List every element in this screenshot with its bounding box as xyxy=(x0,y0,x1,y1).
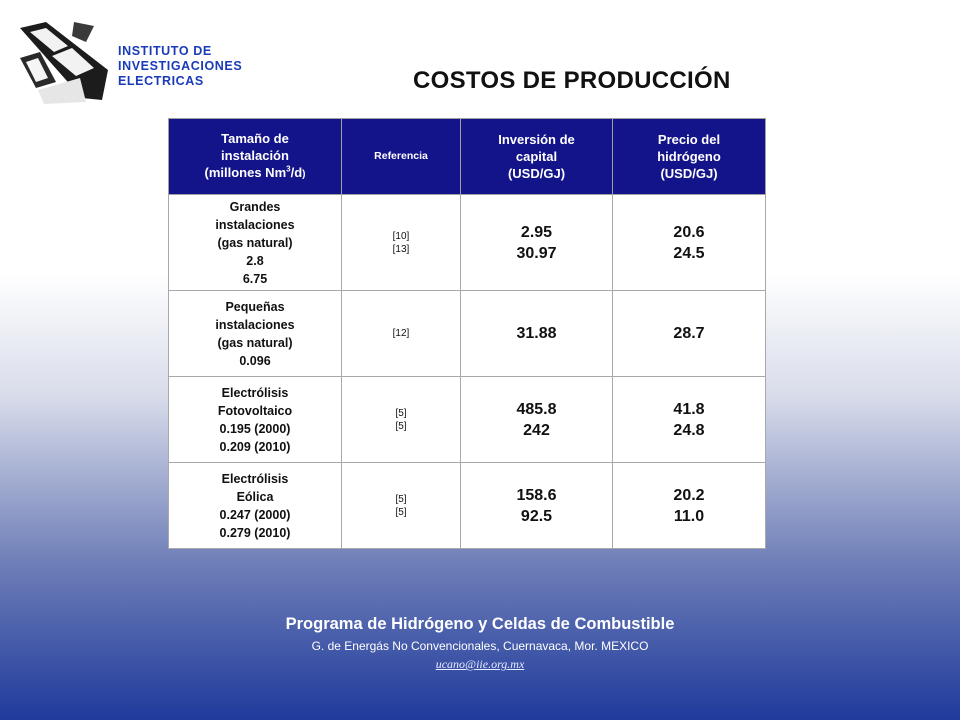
cell-text: 0.247 (2000) xyxy=(219,507,291,522)
program-name: Programa de Hidrógeno y Celdas de Combus… xyxy=(285,615,675,633)
institute-name: INSTITUTO DE INVESTIGACIONES ELECTRICAS xyxy=(118,44,242,89)
cell-text: [5] xyxy=(395,493,407,505)
department-line: G. de Energás No Convencionales, Cuernav… xyxy=(311,639,649,653)
cell-reference: [5] [5] xyxy=(341,376,461,463)
header-text: Tamaño de xyxy=(221,131,289,146)
header-text: capital xyxy=(515,149,558,164)
table-header-row: Tamaño de instalación (millones Nm3/d) R… xyxy=(168,118,766,195)
cell-text: 92.5 xyxy=(520,507,553,525)
cell-text: 30.97 xyxy=(516,244,557,262)
cell-price: 20.2 11.0 xyxy=(612,462,766,549)
cell-size: Electrólisis Fotovoltaico 0.195 (2000) 0… xyxy=(168,376,342,463)
table-row: Grandes instalaciones (gas natural) 2.8 … xyxy=(168,194,766,291)
cell-text: [5] xyxy=(395,420,407,432)
page-title: COSTOS DE PRODUCCIÓN xyxy=(413,67,731,94)
cell-price: 28.7 xyxy=(612,290,766,377)
header-text: Inversión de xyxy=(498,132,575,147)
cell-text: 28.7 xyxy=(673,325,705,342)
cell-text: 2.95 xyxy=(520,223,553,241)
cell-text: [5] xyxy=(395,407,407,419)
cell-text: 0.096 xyxy=(239,353,271,368)
header-text: ) xyxy=(302,169,306,180)
table-row: Electrólisis Fotovoltaico 0.195 (2000) 0… xyxy=(168,376,766,463)
institute-line: INVESTIGACIONES xyxy=(118,59,243,73)
cell-text: 0.209 (2010) xyxy=(219,439,291,454)
header-text: (millones Nm xyxy=(204,165,287,180)
header-investment: Inversión de capital (USD/GJ) xyxy=(460,118,613,195)
cell-size: Electrólisis Eólica 0.247 (2000) 0.279 (… xyxy=(168,462,342,549)
table-row: Pequeñas instalaciones (gas natural) 0.0… xyxy=(168,290,766,377)
cell-reference: [5] [5] xyxy=(341,462,461,549)
cell-investment: 31.88 xyxy=(460,290,613,377)
cell-size: Grandes instalaciones (gas natural) 2.8 … xyxy=(168,194,342,291)
header-text: /d xyxy=(290,165,303,180)
cell-text: [5] xyxy=(395,506,407,518)
cell-text: 24.8 xyxy=(673,421,705,439)
header-price: Precio del hidrógeno (USD/GJ) xyxy=(612,118,766,195)
cell-text: 158.6 xyxy=(516,486,557,504)
cell-text: Electrólisis xyxy=(221,385,289,400)
header-reference: Referencia xyxy=(341,118,461,195)
cell-text: Eólica xyxy=(236,489,274,504)
cell-text: 41.8 xyxy=(673,400,705,418)
header-text: Precio del xyxy=(657,132,721,147)
header-size: Tamaño de instalación (millones Nm3/d) xyxy=(168,118,342,195)
iie-logo-icon xyxy=(16,18,112,104)
cell-reference: [12] xyxy=(341,290,461,377)
cell-text: (gas natural) xyxy=(217,235,293,250)
cell-investment: 158.6 92.5 xyxy=(460,462,613,549)
cell-price: 41.8 24.8 xyxy=(612,376,766,463)
cell-investment: 2.95 30.97 xyxy=(460,194,613,291)
production-costs-table: Tamaño de instalación (millones Nm3/d) R… xyxy=(168,118,766,549)
contact-email-link[interactable]: ucano@iie.org.mx xyxy=(435,657,525,671)
cell-text: instalaciones xyxy=(215,317,295,332)
header-text: (USD/GJ) xyxy=(660,166,718,181)
cell-text: 20.6 xyxy=(673,223,705,241)
cell-text: Fotovoltaico xyxy=(217,403,293,418)
cell-text: 6.75 xyxy=(242,271,268,286)
cell-text: 24.5 xyxy=(673,244,705,262)
cell-text: 31.88 xyxy=(516,325,557,342)
cell-text: 11.0 xyxy=(673,507,705,525)
cell-text: Pequeñas xyxy=(225,299,285,314)
table-row: Electrólisis Eólica 0.247 (2000) 0.279 (… xyxy=(168,462,766,549)
institute-line: ELECTRICAS xyxy=(118,74,204,88)
cell-text: [10] xyxy=(392,230,410,242)
cell-size: Pequeñas instalaciones (gas natural) 0.0… xyxy=(168,290,342,377)
header-text: hidrógeno xyxy=(657,149,721,164)
cell-text: [12] xyxy=(392,328,410,339)
header-text: instalación xyxy=(221,148,289,163)
cell-text: 242 xyxy=(523,421,550,439)
cell-text: Electrólisis xyxy=(221,471,289,486)
cell-text: (gas natural) xyxy=(217,335,293,350)
cell-text: Grandes xyxy=(229,199,281,214)
header-units: (millones Nm3/d) xyxy=(173,164,337,183)
header-text: (USD/GJ) xyxy=(507,166,566,181)
cell-text: 0.195 (2000) xyxy=(219,421,291,436)
cell-text: [13] xyxy=(392,243,410,255)
header-superscript: 3 xyxy=(286,164,291,174)
cell-text: instalaciones xyxy=(215,217,295,232)
cell-text: 0.279 (2010) xyxy=(219,525,291,540)
cell-text: 485.8 xyxy=(516,400,557,418)
cell-reference: [10] [13] xyxy=(341,194,461,291)
cell-price: 20.6 24.5 xyxy=(612,194,766,291)
cell-text: 20.2 xyxy=(673,486,705,504)
cell-text: 2.8 xyxy=(246,253,264,268)
institute-line: INSTITUTO DE xyxy=(118,44,212,58)
cell-investment: 485.8 242 xyxy=(460,376,613,463)
